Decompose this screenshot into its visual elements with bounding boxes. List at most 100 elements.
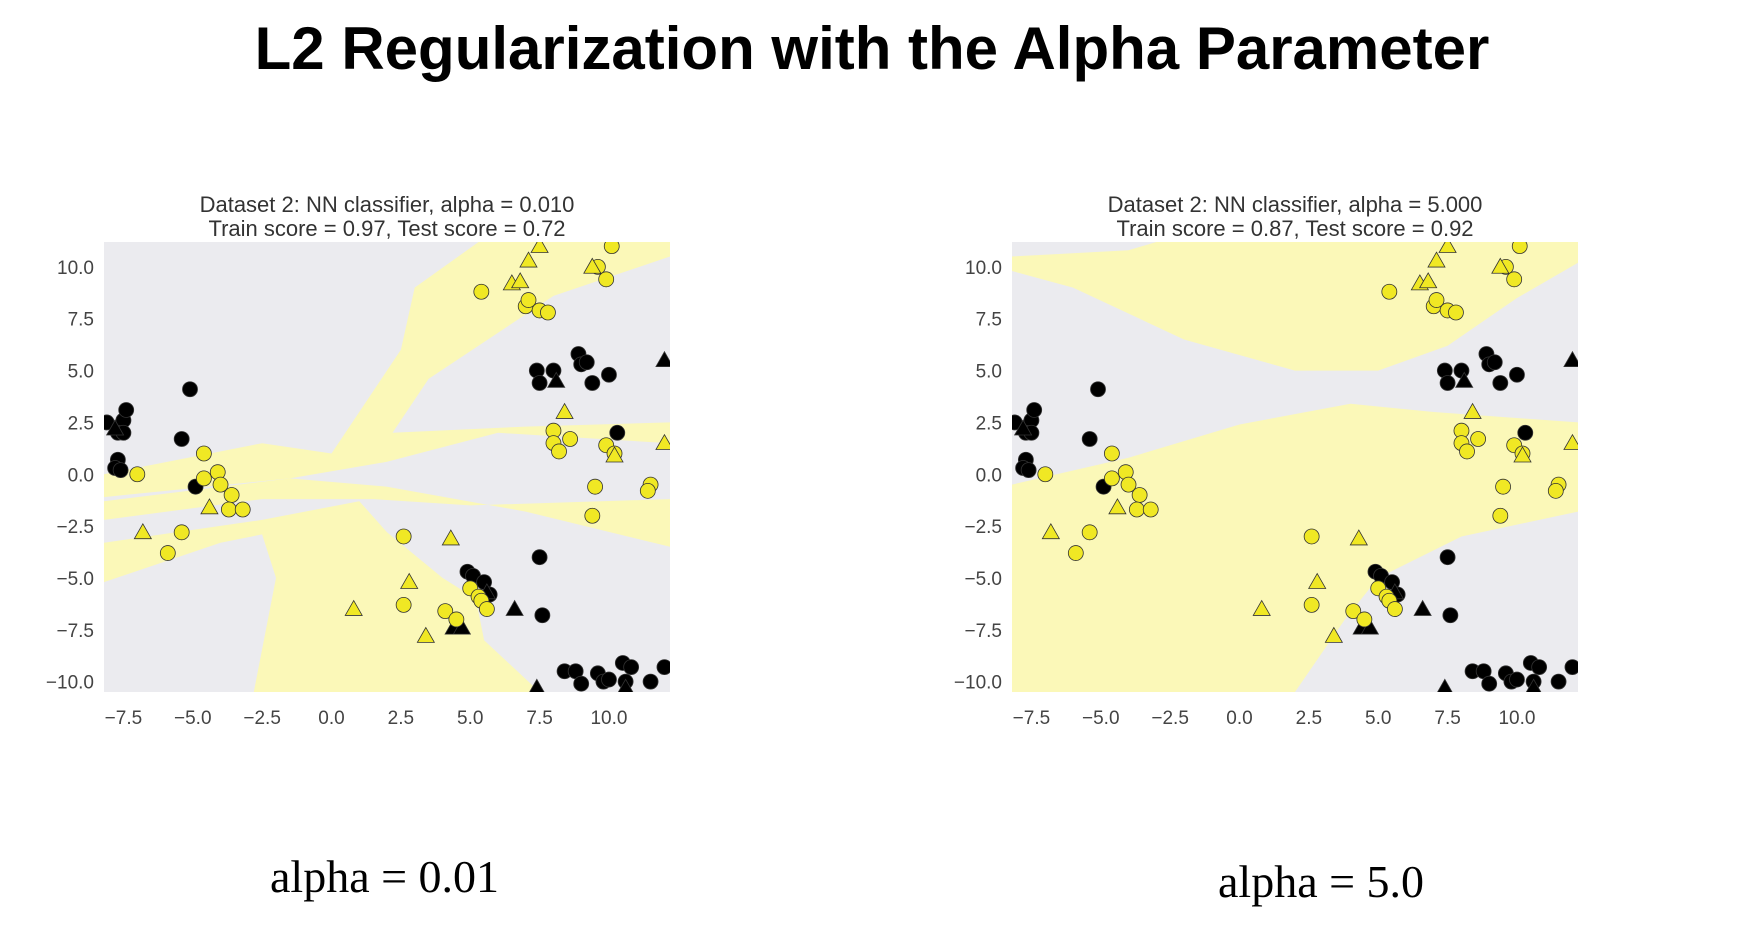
- point-class1-triangle: [1349, 529, 1369, 546]
- point-class0-circle: [623, 659, 640, 676]
- point-class0-circle: [1509, 366, 1525, 383]
- point-class1-triangle: [344, 599, 363, 616]
- point-class0-triangle: [1455, 371, 1474, 388]
- x-tick-label: 5.0: [1365, 708, 1391, 729]
- data-points: [104, 242, 670, 692]
- point-class1-circle: [395, 528, 412, 545]
- y-tick-label: 2.5: [68, 413, 94, 434]
- point-class0-circle: [642, 673, 659, 690]
- point-class1-circle: [1103, 470, 1120, 487]
- point-class0-circle: [1531, 659, 1548, 676]
- point-class1-circle: [212, 476, 229, 493]
- point-class1-triangle: [510, 272, 530, 289]
- chart-alpha-0.01: Dataset 2: NN classifier, alpha = 0.010T…: [46, 192, 670, 729]
- point-class1-circle: [234, 501, 251, 518]
- point-class0-circle: [609, 424, 626, 441]
- point-class1-circle: [1303, 528, 1320, 545]
- point-class1-triangle: [1418, 272, 1438, 289]
- point-class1-circle: [639, 482, 656, 499]
- x-tick-label: 5.0: [457, 708, 483, 729]
- point-class1-circle: [1428, 292, 1445, 308]
- point-class1-circle: [173, 524, 190, 541]
- x-tick-label: 0.0: [318, 708, 344, 729]
- y-tick-label: −2.5: [964, 517, 1002, 538]
- point-class1-circle: [551, 443, 567, 460]
- point-class0-circle: [531, 549, 548, 566]
- decision-region-class1-1: [1012, 403, 1578, 692]
- point-class0-circle: [534, 607, 551, 624]
- x-tick-label: −7.5: [1013, 708, 1051, 729]
- point-class1-circle: [1448, 304, 1464, 321]
- point-class1-circle: [603, 242, 620, 255]
- point-class1-triangle: [1513, 446, 1532, 463]
- point-class0-circle: [573, 675, 590, 692]
- point-class0-circle: [545, 362, 562, 379]
- point-class1-circle: [1037, 466, 1054, 483]
- point-class1-circle: [129, 466, 146, 483]
- point-class0-circle: [1020, 462, 1037, 479]
- point-class1-triangle: [1491, 257, 1510, 274]
- point-class1-triangle: [655, 433, 670, 450]
- y-tick-label: 7.5: [976, 310, 1002, 331]
- point-class0-triangle: [617, 678, 634, 692]
- x-tick-label: 2.5: [388, 708, 414, 729]
- point-class1-circle: [437, 603, 454, 620]
- point-class1-triangle: [1041, 523, 1061, 540]
- point-class0-circle: [531, 375, 548, 391]
- point-class1-circle: [1495, 478, 1511, 495]
- point-class1-triangle: [133, 523, 153, 540]
- chart-subtitle: Train score = 0.97, Test score = 0.72: [208, 216, 565, 241]
- y-tick-label: −2.5: [56, 517, 94, 538]
- x-tick-label: −7.5: [105, 708, 143, 729]
- decision-region-class1-0: [1012, 242, 1578, 371]
- x-tick-label: 2.5: [1296, 708, 1322, 729]
- x-tick-label: 10.0: [590, 708, 627, 729]
- point-class0-triangle: [547, 371, 566, 388]
- point-class1-circle: [598, 271, 615, 288]
- point-class0-triangle: [1013, 419, 1033, 436]
- point-class1-circle: [220, 501, 237, 518]
- x-tick-label: −5.0: [174, 708, 212, 729]
- point-class1-circle: [1386, 601, 1403, 617]
- point-class1-triangle: [1427, 251, 1446, 268]
- point-class1-circle: [395, 597, 412, 613]
- point-class1-triangle: [1108, 498, 1127, 515]
- y-tick-label: −5.0: [56, 569, 94, 590]
- point-class1-triangle: [1438, 242, 1457, 253]
- point-class1-circle: [587, 478, 603, 495]
- point-class0-triangle: [1437, 678, 1453, 692]
- point-class1-triangle: [605, 446, 624, 463]
- point-class1-circle: [478, 601, 495, 617]
- point-class1-circle: [1492, 507, 1509, 524]
- point-class1-triangle: [1308, 572, 1327, 589]
- point-class1-circle: [1470, 431, 1487, 447]
- point-class0-circle: [112, 462, 129, 479]
- point-class0-circle: [1492, 375, 1509, 391]
- point-class0-circle: [578, 354, 595, 371]
- point-class1-circle: [1142, 501, 1159, 518]
- point-class1-circle: [1459, 443, 1475, 460]
- point-class0-circle: [118, 402, 135, 418]
- y-tick-label: 7.5: [68, 310, 94, 331]
- point-class1-triangle: [530, 242, 549, 253]
- point-class0-circle: [1081, 431, 1098, 447]
- y-tick-label: −5.0: [964, 569, 1002, 590]
- point-class1-circle: [1120, 476, 1137, 493]
- point-class1-triangle: [200, 498, 219, 515]
- point-class1-circle: [520, 292, 537, 308]
- point-class1-triangle: [1463, 402, 1482, 419]
- point-class0-triangle: [655, 350, 670, 367]
- x-tick-label: −2.5: [1151, 708, 1189, 729]
- point-class0-circle: [1453, 362, 1470, 379]
- point-class0-circle: [656, 659, 670, 676]
- point-class0-circle: [601, 366, 617, 383]
- y-tick-label: −7.5: [964, 621, 1002, 642]
- y-tick-label: −10.0: [46, 673, 94, 694]
- decision-region-class1-1: [104, 478, 670, 547]
- x-tick-label: 10.0: [1498, 708, 1535, 729]
- decision-regions: [1012, 242, 1578, 692]
- point-class1-triangle: [1252, 599, 1271, 616]
- point-class0-circle: [1550, 673, 1567, 690]
- chart-alpha-5.0: Dataset 2: NN classifier, alpha = 5.000T…: [954, 192, 1578, 729]
- point-class0-circle: [1564, 659, 1578, 676]
